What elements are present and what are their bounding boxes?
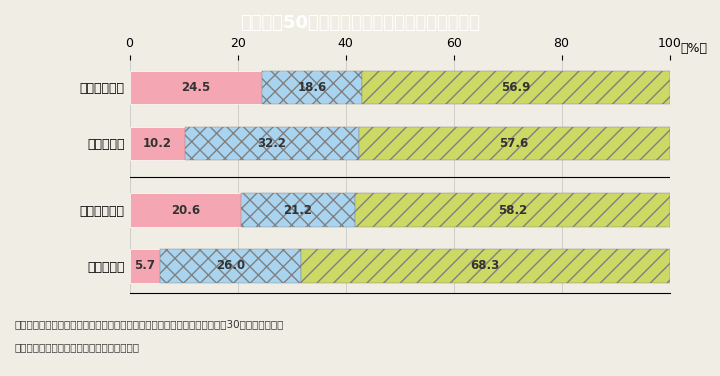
Text: 20.6: 20.6 [171, 204, 199, 217]
Text: 56.9: 56.9 [501, 81, 531, 94]
Text: 5.7: 5.7 [135, 259, 156, 273]
Bar [359, 127, 670, 160]
Bar [362, 71, 670, 104]
Text: Ｉ－特－50図　治療しながら働く者の離職状況: Ｉ－特－50図 治療しながら働く者の離職状況 [240, 14, 480, 32]
Text: ２．有職で通院している者の結果。: ２．有職で通院している者の結果。 [14, 342, 140, 352]
Bar [262, 71, 362, 104]
Bar [130, 127, 184, 160]
Bar [240, 193, 355, 227]
Bar [130, 71, 262, 104]
Text: 58.2: 58.2 [498, 204, 527, 217]
Bar [184, 127, 359, 160]
Bar [161, 249, 301, 283]
Text: （備考）１．内閣府男女共同参画局「男女の健康意識に関する調査」（平成30年）より作成。: （備考）１．内閣府男女共同参画局「男女の健康意識に関する調査」（平成30年）より… [14, 319, 284, 329]
Text: 26.0: 26.0 [216, 259, 245, 273]
Text: 21.2: 21.2 [284, 204, 312, 217]
Text: 10.2: 10.2 [143, 137, 171, 150]
Text: （%）: （%） [680, 42, 707, 56]
Text: 32.2: 32.2 [257, 137, 286, 150]
Text: 24.5: 24.5 [181, 81, 210, 94]
Bar [130, 193, 240, 227]
Text: 57.6: 57.6 [500, 137, 528, 150]
Text: 18.6: 18.6 [297, 81, 327, 94]
Bar [130, 249, 161, 283]
Bar [355, 193, 670, 227]
Bar [301, 249, 670, 283]
Text: 68.3: 68.3 [471, 259, 500, 273]
